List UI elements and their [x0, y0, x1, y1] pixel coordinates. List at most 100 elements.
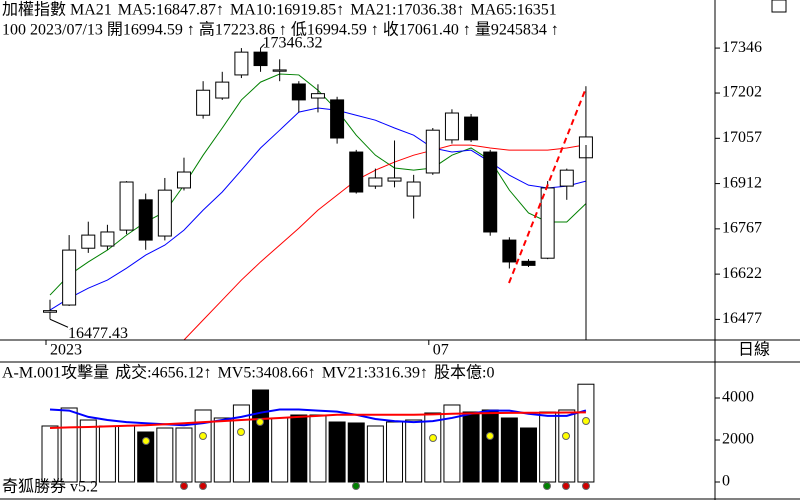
candle-body: [444, 112, 459, 141]
y-tick-label: 16767: [722, 220, 762, 237]
volume-bar: [577, 383, 595, 483]
candle-body: [119, 181, 134, 231]
info-line: 100 2023/07/13 開16994.59 ↑ 高17223.86 ↑ 低…: [2, 21, 559, 39]
volume-bar: [500, 417, 518, 483]
candle-body: [272, 69, 287, 72]
signal-dot: [199, 482, 207, 490]
candle-body: [540, 187, 555, 259]
volume-bar: [41, 425, 59, 483]
volume-bar: [481, 409, 499, 483]
candle-body: [100, 231, 115, 247]
volume-bar: [558, 409, 576, 483]
y-tick-label: 16477: [722, 310, 762, 327]
legend-text: 成交:4656.12↑: [115, 364, 211, 382]
candle-body: [330, 99, 345, 139]
y-tick-label: 17057: [722, 129, 762, 146]
candle-body: [425, 129, 440, 174]
x-tick-label: 07: [433, 342, 449, 359]
signal-dot: [582, 482, 590, 490]
candle-body: [387, 177, 402, 182]
volume-bar: [118, 425, 136, 483]
volume-bar: [405, 419, 423, 483]
volume-plot: [41, 383, 595, 483]
volume-bar: [213, 417, 231, 483]
signal-dot: [237, 428, 245, 436]
candle-body: [464, 116, 479, 141]
candle-body: [559, 169, 574, 187]
low-label: 16477.43: [68, 325, 128, 342]
leader: [260, 43, 265, 49]
y-tick-label: 16622: [722, 265, 762, 282]
legend-text: MV5:3408.66↑: [218, 365, 316, 382]
period-label[interactable]: 日線: [738, 341, 770, 359]
volume-bar: [443, 404, 461, 483]
y-tick-label: 17346: [722, 39, 762, 56]
price-plot: [43, 47, 593, 340]
y-tick-label: 17202: [722, 84, 762, 101]
candle-body: [521, 260, 536, 266]
volume-bar: [424, 412, 442, 483]
x-tick-label: 2023: [50, 342, 82, 359]
volume-bar: [79, 419, 97, 483]
volume-bar: [366, 425, 384, 483]
candle-body: [234, 51, 249, 76]
y-tick-label: 16912: [722, 174, 762, 191]
volume-bar: [309, 414, 327, 483]
volume-bar: [271, 417, 289, 483]
footer: 奇狐勝券 v5.2: [2, 478, 98, 496]
signal-dot: [486, 432, 494, 440]
candle-body: [196, 89, 211, 116]
signal-dot: [562, 482, 570, 490]
signal-dot: [582, 417, 590, 425]
legend-text: MA5:16847.87↑: [118, 2, 224, 19]
volume-bar: [137, 431, 155, 483]
volume-bar: [252, 389, 270, 483]
window-icon[interactable]: [771, 0, 787, 13]
candle-body: [81, 234, 96, 249]
legend-text: MV21:3316.39↑: [322, 365, 428, 382]
candle-body: [253, 51, 268, 67]
signal-dot: [352, 482, 360, 490]
signal-dot: [543, 482, 551, 490]
volume-bar: [462, 411, 480, 483]
volume-bar: [328, 421, 346, 483]
ma-line: [49, 408, 587, 427]
candle-body: [310, 93, 325, 99]
high-label: 17346.32: [263, 35, 323, 52]
candle-body: [291, 83, 306, 101]
candle-body: [406, 181, 421, 197]
candle-body: [157, 189, 172, 237]
volume-bar: [175, 427, 193, 483]
y-tick-label: 2000: [722, 431, 754, 448]
signal-dot: [256, 418, 264, 426]
candle-body: [349, 151, 364, 193]
signal-dot: [180, 482, 188, 490]
volume-bar: [60, 407, 78, 483]
candle-body: [176, 171, 191, 189]
candle-body: [43, 310, 57, 313]
legend-text: 加權指數 MA21: [2, 1, 112, 19]
volume-bar: [98, 425, 116, 483]
legend-text: A-M.001攻擊量: [2, 364, 109, 382]
y-tick-label: 4000: [722, 389, 754, 406]
signal-dot: [562, 432, 570, 440]
volume-bar: [290, 414, 308, 483]
y-tick-label: 0: [722, 473, 730, 490]
candle-body: [215, 81, 230, 99]
legend-text: MA21:17036.38↑: [350, 2, 464, 19]
candle-body: [368, 177, 383, 187]
volume-bar: [347, 422, 365, 483]
volume-bar: [156, 427, 174, 483]
signal-dot: [429, 434, 437, 442]
signal-dot: [142, 437, 150, 445]
signal-dot: [199, 432, 207, 440]
leader: [49, 318, 69, 328]
ma-line: [183, 144, 587, 340]
volume-bar: [539, 411, 557, 483]
legend-text: MA65:16351: [471, 2, 557, 19]
volume-bar: [520, 427, 537, 483]
candle-body: [62, 249, 77, 306]
volume-bar: [232, 404, 250, 483]
